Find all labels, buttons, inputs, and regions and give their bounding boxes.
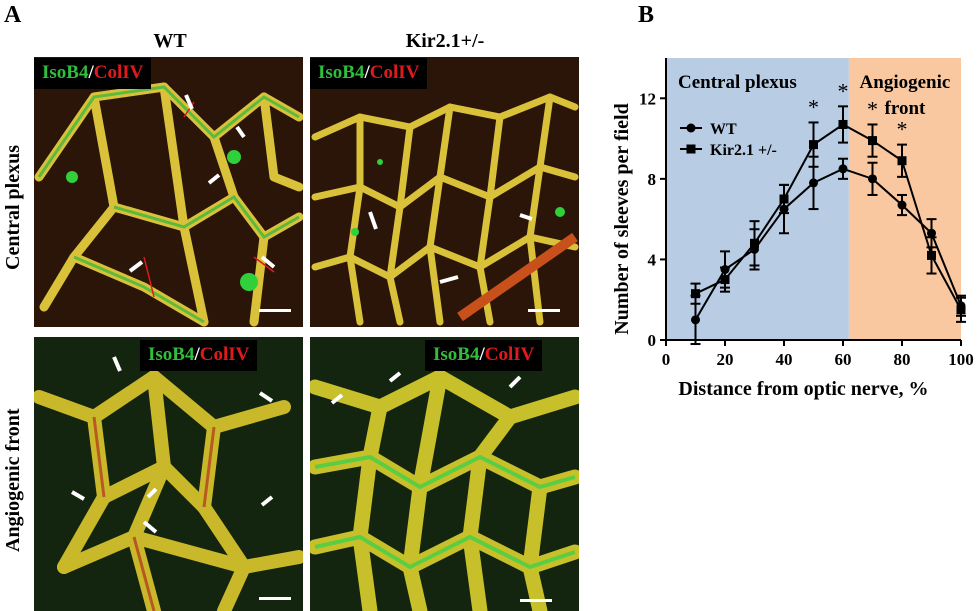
legend-marker-wt [686, 123, 696, 133]
isob4-text: IsoB4 [42, 62, 89, 83]
significance-star: * [808, 94, 819, 119]
significance-star: * [867, 96, 878, 121]
stain-label-wt-central: IsoB4/ColIV [34, 58, 152, 89]
panel-b-letter: B [638, 2, 655, 28]
y-tick-label: 4 [648, 250, 657, 269]
data-point-kir [897, 156, 907, 166]
data-point-kir [779, 194, 789, 204]
colliv-text: ColIV [484, 344, 535, 365]
separator-text: / [364, 62, 370, 83]
sleeves-chart: Central plexus Angiogenic front 0 20 40 60 80 10… [600, 30, 977, 410]
y-tick-label: 12 [639, 89, 656, 108]
data-point-wt [809, 178, 818, 188]
panel-a-letter: A [4, 2, 22, 28]
column-title-wt: WT [153, 30, 187, 52]
region-label-front-line2: front [885, 98, 926, 119]
series-line-0 [694, 167, 962, 321]
data-point-kir [868, 136, 877, 146]
colliv-text: ColIV [199, 344, 250, 365]
isob4-text: IsoB4 [148, 344, 195, 365]
data-point-wt [838, 164, 848, 174]
region-label-central: Central plexus [678, 72, 797, 93]
data-point-kir [750, 238, 759, 248]
separator-text: / [194, 344, 200, 365]
x-tick-label: 100 [948, 350, 974, 369]
stain-label-kir-front: IsoB4/ColIV [425, 340, 543, 371]
significance-star: * [838, 78, 849, 103]
x-tick-label: 80 [894, 350, 911, 369]
stain-label-kir-central: IsoB4/ColIV [310, 58, 428, 89]
x-tick-label: 0 [662, 350, 671, 369]
separator-text: / [88, 62, 94, 83]
series-line-1 [695, 123, 962, 311]
data-point-wt [691, 315, 700, 325]
isob4-text: IsoB4 [433, 344, 480, 365]
y-tick-label: 0 [648, 331, 657, 350]
data-point-kir [720, 275, 730, 285]
y-tick-label: 8 [648, 170, 657, 189]
x-axis-label: Distance from optic nerve, % [678, 378, 928, 400]
data-point-kir [809, 140, 818, 150]
micrograph-wt-angiogenic-front [34, 337, 303, 611]
significance-star: * [897, 117, 908, 142]
micrograph-kir-central-plexus [310, 57, 579, 327]
x-tick-label: 40 [776, 350, 793, 369]
legend-label: Kir2.1 +/- [710, 142, 777, 159]
column-title-kir: Kir2.1+/- [405, 30, 485, 52]
isob4-text: IsoB4 [318, 62, 365, 83]
row-title-central-plexus: Central plexus [2, 145, 24, 270]
region-label-front-line1: Angiogenic [860, 72, 951, 93]
data-point-wt [927, 228, 936, 238]
data-point-kir [691, 289, 700, 299]
region-band [848, 58, 961, 340]
separator-text: / [479, 344, 485, 365]
colliv-text: ColIV [93, 62, 144, 83]
data-point-kir [838, 119, 848, 129]
colliv-text: ColIV [369, 62, 420, 83]
row-title-angiogenic-front: Angiogenic front [2, 408, 24, 552]
legend-marker-kir [686, 144, 696, 154]
data-point-wt [897, 200, 907, 210]
stain-label-wt-front: IsoB4/ColIV [140, 340, 258, 371]
x-tick-label: 20 [717, 350, 734, 369]
legend-label: WT [710, 121, 737, 138]
micrograph-kir-angiogenic-front [310, 337, 579, 611]
data-point-wt [868, 174, 877, 184]
y-axis-label: Number of sleeves per field [611, 103, 633, 334]
x-tick-label: 60 [835, 350, 852, 369]
data-point-kir [927, 250, 936, 260]
micrograph-wt-central-plexus [34, 57, 303, 327]
data-point-kir [956, 305, 966, 315]
